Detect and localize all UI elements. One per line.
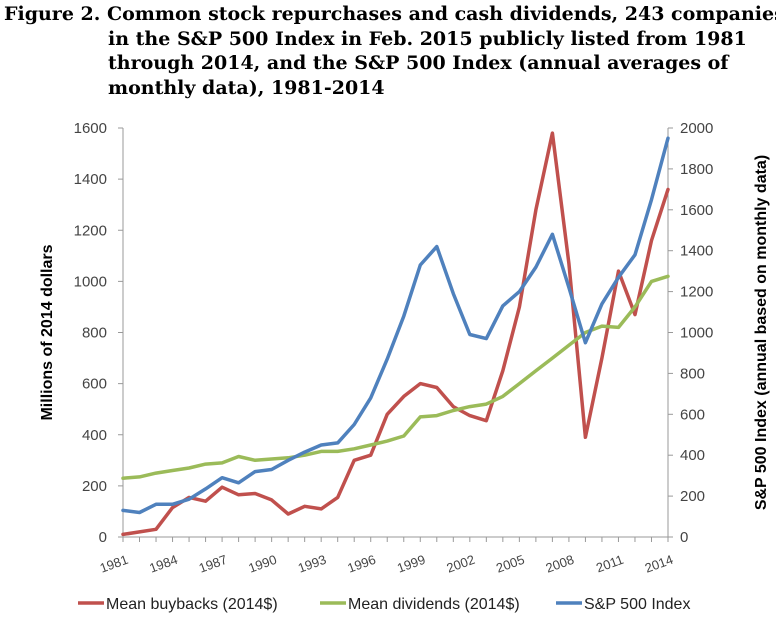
x-tick-label: 2002 <box>445 552 477 576</box>
left-tick-label: 600 <box>82 376 107 393</box>
right-tick-label: 1400 <box>680 243 713 260</box>
legend-buybacks-label: Mean buybacks (2014$) <box>106 596 278 613</box>
right-tick-label: 400 <box>680 447 705 464</box>
left-tick-label: 200 <box>82 478 107 495</box>
x-tick-label: 2005 <box>494 552 526 576</box>
x-tick-label: 1987 <box>197 552 229 576</box>
title-line-3: through 2014, and the S&P 500 Index (ann… <box>108 52 729 74</box>
y2-axis-label: S&P 500 Index (annual based on monthly d… <box>753 155 770 510</box>
right-tick-label: 2000 <box>680 120 713 137</box>
left-tick-label: 1400 <box>74 171 107 188</box>
right-tick-label: 0 <box>680 529 688 546</box>
legend-sp500-label: S&P 500 Index <box>584 596 690 613</box>
right-tick-label: 1800 <box>680 161 713 178</box>
right-tick-label: 1600 <box>680 202 713 219</box>
title-line-1: Figure 2. Common stock repurchases and c… <box>4 3 776 25</box>
left-tick-label: 400 <box>82 427 107 444</box>
sp500-line <box>121 136 670 515</box>
left-tick-label: 800 <box>82 325 107 342</box>
buybacks-line <box>121 131 670 537</box>
right-tick-label: 1200 <box>680 284 713 301</box>
left-tick-label: 1600 <box>74 120 107 137</box>
x-tick-label: 1993 <box>296 552 328 576</box>
x-tick-label: 1999 <box>395 552 427 576</box>
right-tick-label: 200 <box>680 488 705 505</box>
dividends-line <box>121 274 670 480</box>
y-axis-label: Millions of 2014 dollars <box>39 244 56 420</box>
x-tick-label: 1981 <box>98 552 130 576</box>
title-line-4: monthly data), 1981-2014 <box>108 76 385 99</box>
right-tick-label: 1000 <box>680 325 713 342</box>
x-tick-label: 1990 <box>246 552 278 576</box>
x-tick-label: 1984 <box>147 552 179 576</box>
x-tick-label: 2011 <box>594 552 625 576</box>
left-tick-label: 1000 <box>74 273 107 290</box>
left-tick-label: 0 <box>99 529 107 546</box>
x-tick-label: 2008 <box>544 552 576 576</box>
right-tick-label: 800 <box>680 365 705 382</box>
legend-dividends-label: Mean dividends (2014$) <box>348 596 520 613</box>
x-tick-label: 1996 <box>345 552 377 576</box>
title-line-2: in the S&P 500 Index in Feb. 2015 public… <box>108 27 747 50</box>
left-tick-label: 1200 <box>74 222 107 239</box>
chart-title: Figure 2. Common stock repurchases and c… <box>4 2 776 100</box>
right-tick-label: 600 <box>680 406 705 423</box>
x-tick-label: 2014 <box>643 552 675 576</box>
